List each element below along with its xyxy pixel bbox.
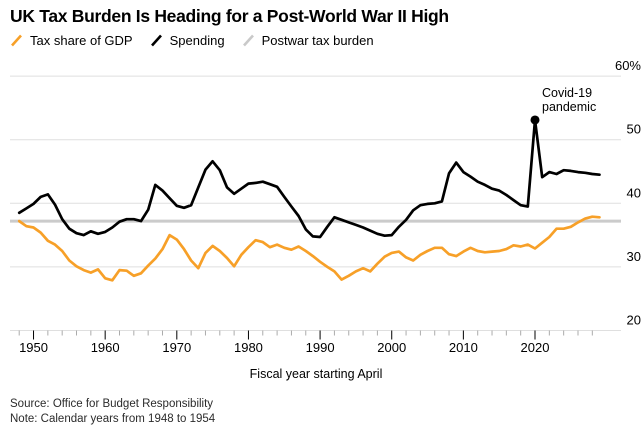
source-note: Source: Office for Budget Responsibility (10, 398, 214, 410)
covid-annotation-text-0: Covid-19 (542, 86, 592, 100)
series-line-tax-share-of-gdp (17, 215, 601, 282)
y-axis-label-60: 60% (615, 58, 641, 73)
x-axis-label-2020: 2020 (521, 340, 550, 355)
calendar-note: Note: Calendar years from 1948 to 1954 (10, 413, 216, 425)
legend-item-0: Tax share of GDP (10, 33, 133, 48)
series-line-spending (17, 118, 601, 239)
covid-annotation-text-1: pandemic (542, 100, 596, 114)
legend-label: Spending (169, 33, 225, 48)
y-axis-label-50: 50 (627, 122, 641, 137)
x-axis-label-2010: 2010 (449, 340, 478, 355)
covid-annotation-dot (530, 115, 540, 125)
y-axis-label-20: 20 (627, 313, 641, 328)
x-axis-title: Fiscal year starting April (250, 367, 383, 381)
x-axis-label-1950: 1950 (19, 340, 48, 355)
legend-item-1: Spending (150, 33, 225, 48)
legend-label: Postwar tax burden (261, 33, 374, 48)
y-axis-label-40: 40 (627, 185, 641, 200)
chart-footer: Source: Office for Budget Responsibility… (10, 397, 215, 427)
x-axis-label-1990: 1990 (306, 340, 335, 355)
legend: Tax share of GDP Spending Postwar tax burd… (10, 33, 374, 48)
legend-slash-icon (242, 34, 254, 47)
legend-item-2: Postwar tax burden (242, 33, 374, 48)
y-axis-label-30: 30 (627, 249, 641, 264)
x-axis-label-2000: 2000 (377, 340, 406, 355)
legend-label: Tax share of GDP (30, 33, 133, 48)
x-axis-label-1980: 1980 (234, 340, 263, 355)
legend-slash-icon (150, 34, 162, 47)
chart-title: UK Tax Burden Is Heading for a Post-Worl… (10, 6, 449, 26)
x-axis-label-1970: 1970 (162, 340, 191, 355)
x-axis-label-1960: 1960 (91, 340, 120, 355)
legend-slash-icon (11, 34, 22, 47)
